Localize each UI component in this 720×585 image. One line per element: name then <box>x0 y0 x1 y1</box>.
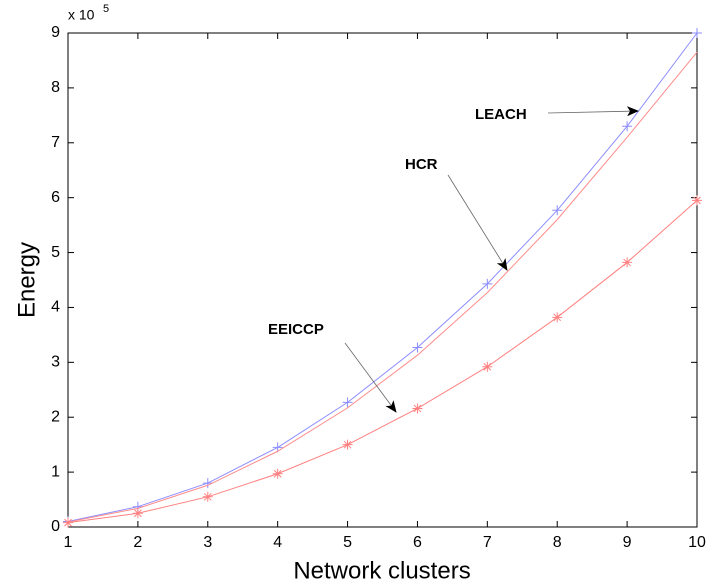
y-tick-label: 9 <box>51 24 60 41</box>
marker <box>482 361 493 372</box>
y-tick-label: 3 <box>51 354 60 371</box>
y-tick-label: 5 <box>51 244 60 261</box>
series-line <box>67 51 698 523</box>
y-tick-label: 2 <box>51 408 60 425</box>
marker <box>63 517 73 528</box>
annotation-arrow <box>547 106 639 117</box>
x-tick-label: 8 <box>553 534 562 551</box>
y-tick-label: 1 <box>51 463 60 480</box>
marker <box>342 439 353 450</box>
plot-frame <box>67 32 698 528</box>
x-tick-label: 5 <box>343 534 352 551</box>
y-multiplier: x 10 <box>68 7 95 23</box>
x-tick-label: 3 <box>203 534 212 551</box>
marker <box>132 508 143 519</box>
annotation-arrow <box>344 342 397 413</box>
x-tick-label: 6 <box>413 534 422 551</box>
y-multiplier-exponent: 5 <box>103 3 109 15</box>
x-tick-label: 10 <box>688 534 706 551</box>
x-tick-label: 7 <box>483 534 492 551</box>
annotation: HCR <box>405 156 438 173</box>
series-line <box>67 32 698 523</box>
marker <box>482 278 493 289</box>
y-axis-label: Energy <box>13 242 40 318</box>
annotation: LEACH <box>475 106 527 123</box>
x-tick-label: 1 <box>64 534 73 551</box>
x-tick-label: 4 <box>273 534 282 551</box>
y-tick-label: 7 <box>51 134 60 151</box>
x-axis-label: Network clusters <box>293 557 470 584</box>
y-tick-label: 0 <box>51 518 60 535</box>
marker <box>342 397 353 408</box>
annotation-arrow <box>447 174 508 271</box>
marker <box>622 121 633 132</box>
x-tick-label: 2 <box>133 534 142 551</box>
marker <box>692 28 702 38</box>
marker <box>692 195 702 206</box>
series-line <box>67 200 698 524</box>
x-tick-label: 9 <box>623 534 632 551</box>
annotation: EEICCP <box>268 321 324 338</box>
marker <box>552 205 563 216</box>
marker <box>622 257 633 268</box>
marker <box>202 491 213 502</box>
y-tick-label: 4 <box>51 299 60 316</box>
marker <box>202 478 213 489</box>
marker <box>412 403 423 414</box>
marker <box>552 312 563 323</box>
marker <box>272 468 283 479</box>
y-tick-label: 8 <box>51 79 60 96</box>
y-tick-label: 6 <box>51 189 60 206</box>
marker <box>412 342 423 353</box>
